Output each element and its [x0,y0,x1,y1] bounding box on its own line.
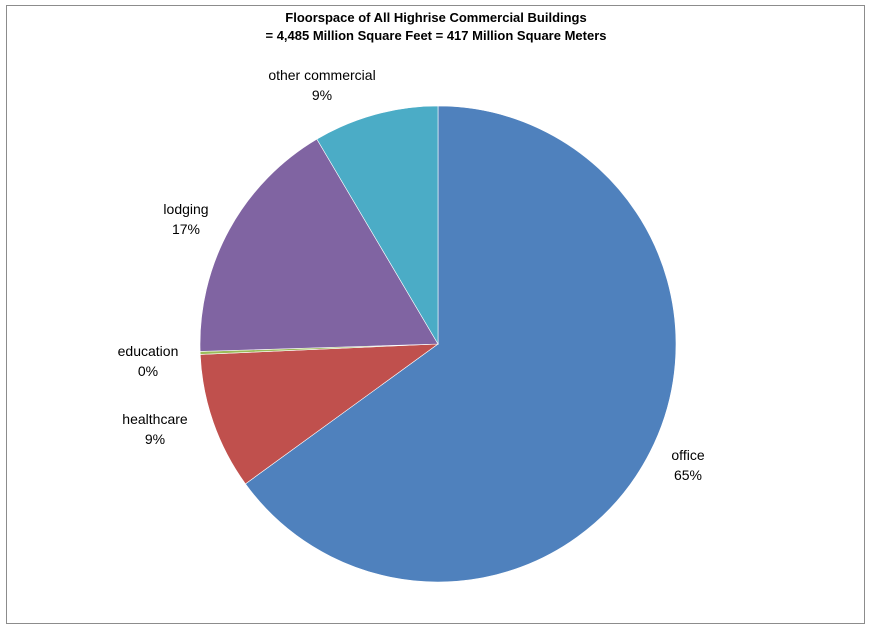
slice-label-value-office: 65% [674,467,702,483]
pie-slice-other-commercial [316,105,439,346]
pie-slice-healthcare [199,343,439,485]
pie-slice-lodging [199,138,439,352]
slice-label-value-healthcare: 9% [145,431,165,447]
pie-labels: office 65% healthcare 9% education 0% lodging 1… [118,67,705,483]
slice-label-name-healthcare: healthcare [122,411,188,427]
slice-label-name-office: office [671,447,704,463]
slice-label-name-education: education [118,343,179,359]
pie-slice-office [245,105,677,583]
pie-slices [199,105,677,583]
slice-label-name-lodging: lodging [163,201,208,217]
slice-label-value-education: 0% [138,363,158,379]
chart-title: Floorspace of All Highrise Commercial Bu… [285,10,587,25]
chart-subtitle: = 4,485 Million Square Feet = 417 Millio… [265,28,607,43]
slice-label-value-other-commercial: 9% [312,87,332,103]
slice-label-name-other-commercial: other commercial [268,67,375,83]
slice-label-value-lodging: 17% [172,221,200,237]
